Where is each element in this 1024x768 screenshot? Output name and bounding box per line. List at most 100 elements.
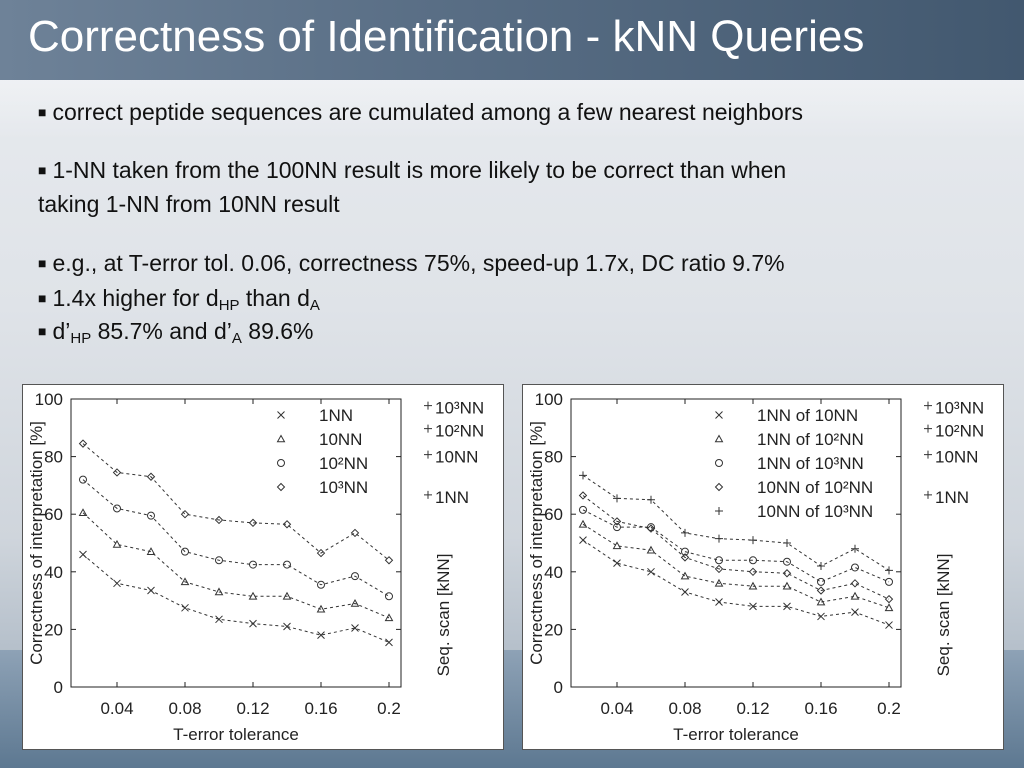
series-3 — [578, 491, 894, 604]
series-line — [582, 474, 890, 571]
seq-scan-label: 10²NN — [435, 422, 484, 441]
seq-scan-marker — [424, 424, 432, 433]
subscript-hp: HP — [70, 330, 92, 347]
x-tick-label: 0.16 — [304, 699, 337, 718]
legend-marker — [715, 411, 723, 419]
data-point — [385, 638, 393, 647]
seq-scan-label: 10NN — [435, 448, 478, 467]
data-point — [613, 559, 621, 568]
data-point — [181, 603, 189, 612]
data-point — [885, 621, 893, 629]
data-point — [817, 612, 825, 621]
data-point — [782, 581, 792, 590]
data-point — [316, 548, 326, 558]
legend-marker — [277, 459, 285, 467]
chart-right: 0 20 40 60 80 100 0.04 0.08 0.12 0.16 0.2 T-error t… — [527, 390, 984, 744]
bullet-1: ■ correct peptide sequences are cumulated… — [38, 95, 803, 129]
legend-label: 10NN — [319, 430, 362, 449]
legend-marker — [276, 434, 286, 443]
seq-scan-label: 10²NN — [935, 422, 984, 441]
x-tick-label: 0.2 — [377, 699, 401, 718]
y-tick-label: 20 — [544, 620, 563, 639]
data-point — [317, 631, 325, 640]
series-line — [582, 495, 890, 600]
bullet-5-text-end: 89.6% — [241, 318, 314, 344]
data-point — [384, 613, 394, 622]
bullet-2: ■ 1-NN taken from the 100NN result is mor… — [38, 153, 786, 187]
data-point — [282, 591, 292, 600]
data-point — [850, 579, 860, 588]
legend-marker — [715, 459, 723, 467]
data-point — [850, 591, 860, 600]
seq-scan-marker — [924, 490, 932, 499]
data-point — [884, 603, 894, 612]
data-point — [646, 524, 656, 533]
data-point — [884, 594, 894, 604]
legend-marker — [277, 411, 285, 419]
right-axis-label: Seq. scan [kNN] — [434, 554, 453, 677]
y-tick-label: 80 — [544, 448, 563, 467]
legend-marker — [715, 507, 723, 515]
y-tick-label: 60 — [544, 505, 563, 524]
series-2 — [579, 505, 893, 586]
y-tick-label: 40 — [544, 563, 563, 582]
data-point — [646, 545, 656, 554]
data-point — [283, 622, 291, 631]
data-point — [249, 560, 257, 569]
series-line — [582, 539, 890, 626]
data-point — [283, 560, 291, 569]
data-point — [783, 539, 791, 547]
seq-scan-marker — [924, 401, 932, 410]
data-point — [351, 624, 359, 632]
data-point — [146, 472, 156, 481]
series-3 — [78, 439, 394, 565]
data-point — [681, 588, 689, 596]
y-axis-label: Correctness of interpretation [%] — [27, 421, 46, 665]
x-axis-label: T-error tolerance — [673, 725, 799, 744]
legend-label: 10NN of 10³NN — [757, 502, 873, 521]
x-axis-label: T-error tolerance — [173, 725, 299, 744]
plot-frame — [570, 398, 902, 688]
data-point — [180, 577, 190, 586]
data-point — [680, 553, 690, 562]
data-point — [817, 562, 825, 571]
chart-panel-left: 0 20 40 60 80 100 0.04 0.08 0.12 0.16 0.2 T-error t… — [22, 384, 504, 750]
data-point — [78, 508, 88, 517]
data-point — [817, 577, 825, 586]
data-point — [282, 520, 292, 529]
legend-label: 10³NN — [319, 478, 368, 497]
data-point — [578, 491, 588, 500]
legend-marker — [276, 482, 286, 492]
legend-label: 1NN of 10²NN — [757, 430, 864, 449]
y-tick-label: 20 — [44, 620, 63, 639]
title-bar: Correctness of Identification - kNN Quer… — [0, 0, 1024, 80]
seq-scan-marker — [424, 401, 432, 410]
y-tick-label: 40 — [44, 563, 63, 582]
x-tick-label: 0.12 — [736, 699, 769, 718]
data-point — [385, 592, 393, 601]
bullet-2-continuation: taking 1-NN from 10NN result — [38, 187, 340, 221]
data-point — [749, 556, 757, 565]
right-axis-label: Seq. scan [kNN] — [934, 554, 953, 677]
y-tick-label: 100 — [535, 390, 563, 409]
bullet-marker: ■ — [38, 323, 47, 339]
data-point — [715, 556, 723, 565]
seq-scan-marker — [424, 490, 432, 499]
plot-frame — [70, 398, 402, 688]
data-point — [681, 547, 689, 556]
data-point — [78, 439, 88, 448]
data-point — [647, 567, 655, 576]
y-tick-label: 0 — [54, 678, 63, 697]
data-point — [715, 598, 723, 606]
data-point — [214, 515, 224, 525]
data-point — [112, 539, 122, 548]
bullet-2-text-line2: taking 1-NN from 10NN result — [38, 191, 340, 217]
data-point — [680, 571, 690, 580]
data-point — [79, 475, 87, 484]
data-point — [816, 586, 826, 595]
bullet-4-text: 1.4x higher for d — [52, 285, 219, 311]
data-point — [613, 523, 621, 532]
data-point — [816, 597, 826, 606]
seq-scan-label: 10NN — [935, 448, 978, 467]
bullet-marker: ■ — [38, 290, 47, 306]
